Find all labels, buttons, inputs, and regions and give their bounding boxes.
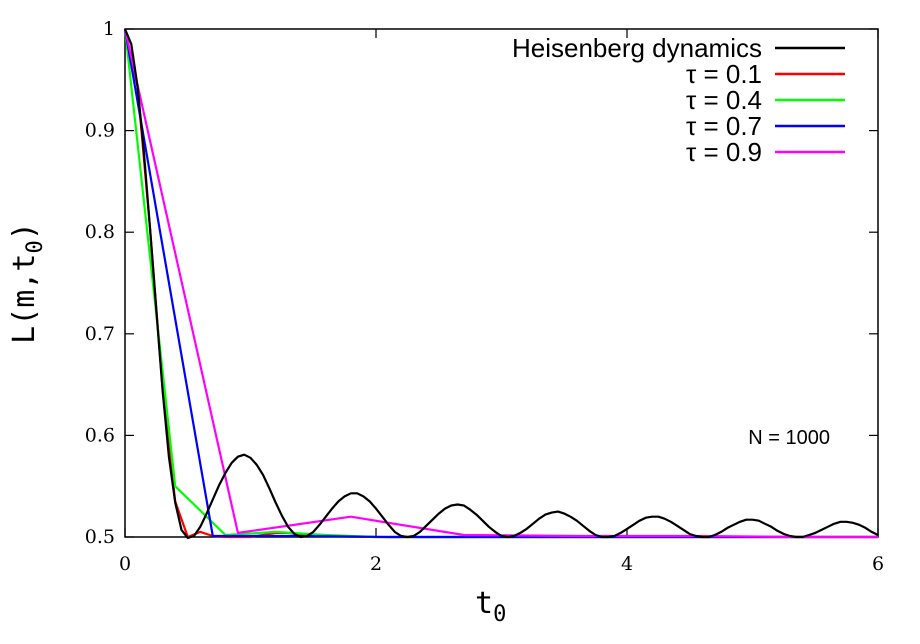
x-tick-label-0: 0 bbox=[119, 553, 131, 575]
y-tick-label-3: 0.8 bbox=[85, 221, 115, 243]
x-tick-label-2: 4 bbox=[621, 553, 633, 575]
y-tick-label-2: 0.7 bbox=[85, 323, 115, 345]
x-axis-label: t0 bbox=[475, 586, 506, 627]
plot-frame bbox=[124, 28, 879, 538]
y-tick-label-0: 0.5 bbox=[85, 526, 115, 548]
x-tick-label-1: 2 bbox=[370, 553, 382, 575]
y-tick-label-1: 0.6 bbox=[85, 424, 115, 446]
x-tick-label-3: 6 bbox=[872, 553, 884, 575]
legend-label-4: τ = 0.9 bbox=[686, 137, 762, 167]
series-line-4 bbox=[123, 28, 878, 539]
legend-label-2: τ = 0.4 bbox=[686, 85, 762, 115]
series-line-3 bbox=[123, 28, 878, 539]
y-tick-label-5: 1 bbox=[103, 18, 115, 40]
legend-label-1: τ = 0.1 bbox=[686, 59, 762, 89]
legend-label-0: Heisenberg dynamics bbox=[512, 33, 762, 63]
y-axis-label: L(m,t0) bbox=[7, 222, 48, 344]
series-line-0 bbox=[123, 28, 879, 540]
axis-ticks: 0 2 4 6 0.5 0.6 0.7 0.8 0.9 1 bbox=[85, 18, 884, 575]
series-line-1 bbox=[123, 28, 878, 539]
series-line-2 bbox=[123, 28, 878, 539]
legend-label-3: τ = 0.7 bbox=[686, 111, 762, 141]
series-lines bbox=[123, 28, 879, 540]
annotation-n: N = 1000 bbox=[748, 427, 830, 449]
y-tick-label-4: 0.9 bbox=[85, 120, 115, 142]
